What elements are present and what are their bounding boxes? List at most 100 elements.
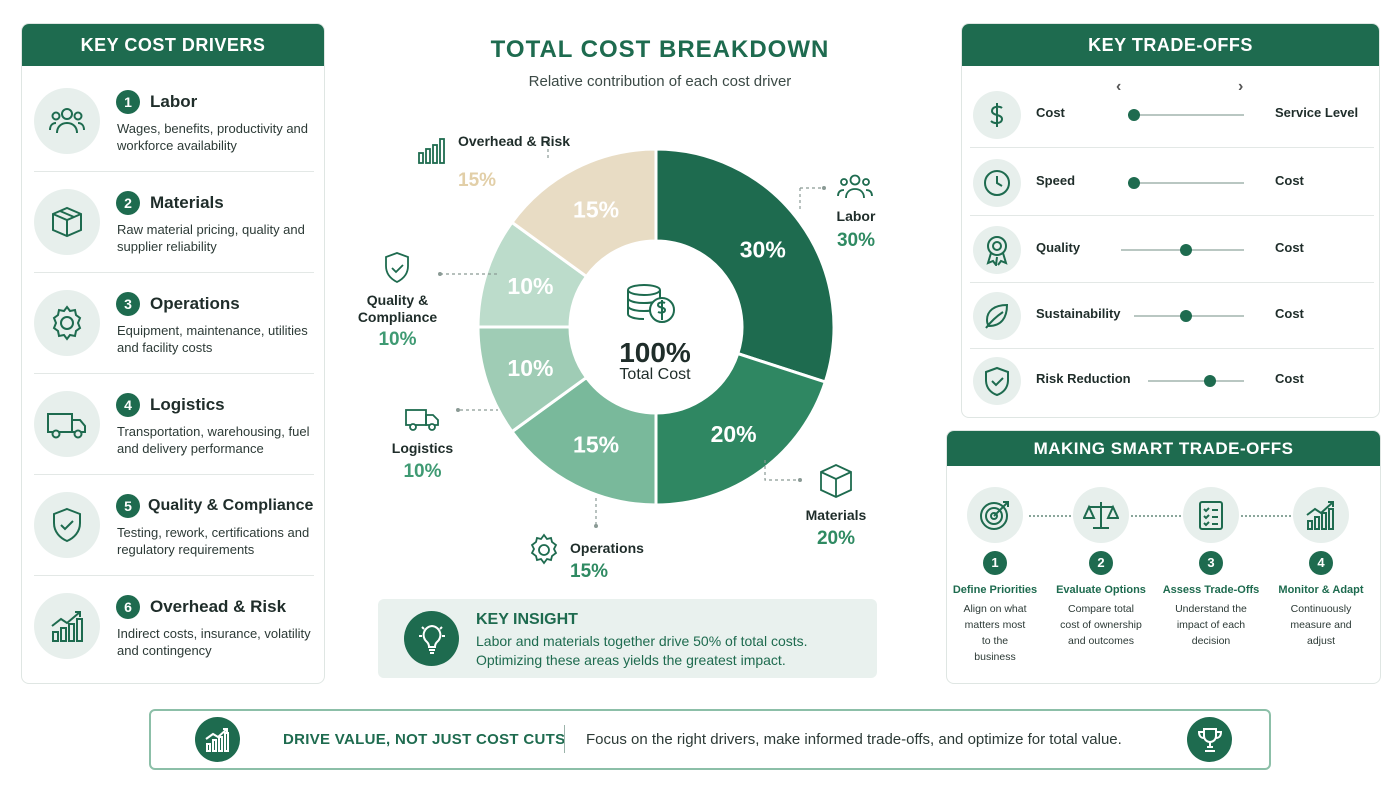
step-connector [1029, 515, 1071, 517]
step-define-priorities: 1 Define Priorities Align on what matter… [947, 481, 1047, 665]
gear-icon [530, 533, 558, 565]
dollar-icon [973, 91, 1021, 139]
outer-label: Operations [570, 540, 644, 556]
outer-percent: 15% [570, 561, 609, 582]
driver-overhead-risk: 6 Overhead & Risk Indirect costs, insura… [34, 577, 314, 677]
driver-number: 1 [116, 90, 140, 114]
slice-value-label: 30% [740, 236, 786, 262]
slice-value-label: 10% [507, 355, 553, 381]
box-icon [34, 189, 100, 255]
key-insight-box: KEY INSIGHT Labor and materials together… [378, 599, 877, 678]
smart-tradeoffs-title: MAKING SMART TRADE-OFFS [947, 431, 1380, 466]
insight-title: KEY INSIGHT [476, 611, 578, 628]
driver-operations: 3 Operations Equipment, maintenance, uti… [34, 274, 314, 374]
driver-number: 3 [116, 292, 140, 316]
tradeoff-slider-knob[interactable] [1127, 109, 1140, 121]
tradeoff-row: Speed Cost [970, 149, 1374, 216]
lightbulb-icon [404, 611, 459, 666]
driver-name: Operations [150, 294, 240, 313]
slice-value-label: 20% [711, 421, 757, 447]
step-number: 3 [1199, 551, 1223, 575]
driver-description: Testing, rework, certifications and regu… [117, 525, 310, 557]
tradeoff-left-label: Risk Reduction [1036, 371, 1131, 386]
step-title: Assess Trade-Offs [1162, 584, 1260, 596]
driver-number: 5 [116, 494, 140, 518]
footer-headline: DRIVE VALUE, NOT JUST COST CUTS [283, 731, 566, 748]
driver-number: 4 [116, 393, 140, 417]
pie-slice-operations [509, 375, 658, 507]
pie-slice-overhead-risk [509, 147, 658, 279]
driver-name: Quality & Compliance [148, 497, 314, 514]
cost-drivers-title: KEY COST DRIVERS [22, 24, 324, 66]
tradeoff-row: Risk Reduction Cost [970, 347, 1374, 414]
tradeoff-right-label: Cost [1275, 173, 1304, 188]
next-arrow-button[interactable]: › [1238, 78, 1244, 95]
leaf-icon [973, 292, 1021, 340]
shield-check-icon [973, 357, 1021, 405]
step-description: Understand the impact of each decision [1175, 603, 1247, 647]
driver-description: Wages, benefits, productivity and workfo… [117, 121, 309, 153]
footer-text: Focus on the right drivers, make informe… [586, 731, 1122, 748]
breakdown-subtitle: Relative contribution of each cost drive… [528, 73, 792, 90]
tradeoff-slider-track[interactable] [1128, 182, 1244, 184]
clock-icon [973, 159, 1021, 207]
step-evaluate-options: 2 Evaluate Options Compare total cost of… [1049, 481, 1153, 649]
outer-percent: 10% [378, 329, 417, 350]
driver-name: Labor [150, 92, 198, 111]
shield-check-icon [34, 492, 100, 558]
step-title: Evaluate Options [1056, 584, 1146, 596]
step-description: Align on what matters most to the busine… [963, 603, 1027, 663]
driver-name: Materials [150, 193, 224, 212]
slice-value-label: 15% [573, 432, 619, 458]
footer-divider [564, 725, 565, 753]
slice-value-label: 15% [573, 196, 619, 222]
tradeoff-right-label: Cost [1275, 240, 1304, 255]
tradeoff-slider-knob[interactable] [1179, 310, 1192, 322]
key-tradeoffs-panel: KEY TRADE-OFFS ‹ › Cost Service Level Sp… [961, 23, 1380, 418]
checklist-icon [1183, 487, 1239, 543]
tradeoff-row: Sustainability Cost [970, 282, 1374, 349]
tradeoffs-title: KEY TRADE-OFFS [962, 24, 1379, 66]
outer-label: Materials [805, 507, 867, 523]
outer-label: Quality & Compliance [357, 292, 438, 325]
box-icon [820, 464, 852, 498]
step-title: Monitor & Adapt [1278, 584, 1364, 596]
growth-chart-icon [34, 593, 100, 659]
tradeoff-slider-knob[interactable] [1127, 177, 1140, 189]
growth-chart-icon [418, 138, 445, 164]
cost-breakdown-chart: 30% 20% 15% 10% 10% 15% 100% Total Cost Overh… [340, 100, 940, 600]
smart-tradeoffs-panel: MAKING SMART TRADE-OFFS 1 Define Priorit… [946, 430, 1381, 684]
driver-logistics: 4 Logistics Transportation, warehousing,… [34, 375, 314, 475]
step-connector [1131, 515, 1181, 517]
people-icon [34, 88, 100, 154]
step-monitor-adapt: 4 Monitor & Adapt Continuously measure a… [1269, 481, 1373, 649]
donut-svg: 30% 20% 15% 10% 10% 15% [438, 141, 836, 528]
tradeoff-slider-track[interactable] [1148, 380, 1244, 382]
coins-icon [627, 284, 675, 323]
center-total-value: 100% [619, 337, 691, 368]
tradeoff-right-label: Cost [1275, 371, 1304, 386]
step-number: 1 [983, 551, 1007, 575]
outer-percent: 15% [458, 170, 497, 191]
driver-quality-compliance: 5 Quality & Compliance Testing, rework, … [34, 476, 314, 576]
step-assess-tradeoffs: 3 Assess Trade-Offs Understand the impac… [1159, 481, 1263, 649]
growth-chart-icon [1293, 487, 1349, 543]
driver-materials: 2 Materials Raw material pricing, qualit… [34, 173, 314, 273]
tradeoff-left-label: Quality [1036, 240, 1081, 255]
driver-description: Indirect costs, insurance, volatility an… [117, 626, 311, 658]
pie-slice-labor [654, 147, 836, 384]
trophy-icon [1187, 717, 1232, 762]
tradeoff-slider-knob[interactable] [1204, 375, 1217, 387]
growth-chart-icon [195, 717, 240, 762]
footer-banner: DRIVE VALUE, NOT JUST COST CUTS Focus on… [149, 709, 1271, 770]
truck-icon [34, 391, 100, 457]
driver-description: Equipment, maintenance, utilities and fa… [117, 323, 308, 355]
step-description: Compare total cost of ownership and outc… [1060, 603, 1142, 647]
tradeoff-left-label: Sustainability [1036, 306, 1121, 321]
prev-arrow-button[interactable]: ‹ [1116, 78, 1122, 95]
tradeoff-slider-knob[interactable] [1180, 244, 1193, 256]
outer-percent: 30% [836, 230, 876, 251]
tradeoff-slider-track[interactable] [1128, 114, 1244, 116]
breakdown-title: TOTAL COST BREAKDOWN [490, 36, 830, 63]
driver-description: Raw material pricing, quality and suppli… [117, 222, 305, 254]
